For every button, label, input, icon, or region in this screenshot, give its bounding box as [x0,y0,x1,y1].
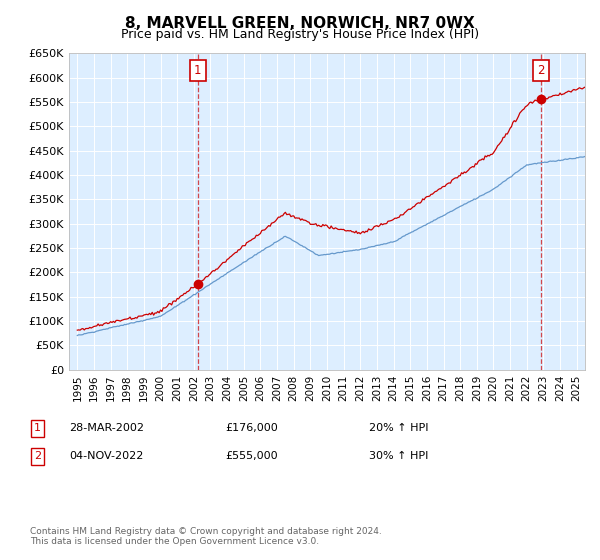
Text: 1: 1 [34,423,41,433]
Text: 20% ↑ HPI: 20% ↑ HPI [369,423,428,433]
Text: 28-MAR-2002: 28-MAR-2002 [69,423,144,433]
Text: 2: 2 [537,64,544,77]
Text: 2: 2 [34,451,41,461]
Text: 04-NOV-2022: 04-NOV-2022 [69,451,143,461]
Text: Price paid vs. HM Land Registry's House Price Index (HPI): Price paid vs. HM Land Registry's House … [121,28,479,41]
Text: 30% ↑ HPI: 30% ↑ HPI [369,451,428,461]
Text: 8, MARVELL GREEN, NORWICH, NR7 0WX: 8, MARVELL GREEN, NORWICH, NR7 0WX [125,16,475,31]
Text: £176,000: £176,000 [225,423,278,433]
Text: Contains HM Land Registry data © Crown copyright and database right 2024.
This d: Contains HM Land Registry data © Crown c… [30,526,382,546]
Text: £555,000: £555,000 [225,451,278,461]
Text: 1: 1 [194,64,202,77]
